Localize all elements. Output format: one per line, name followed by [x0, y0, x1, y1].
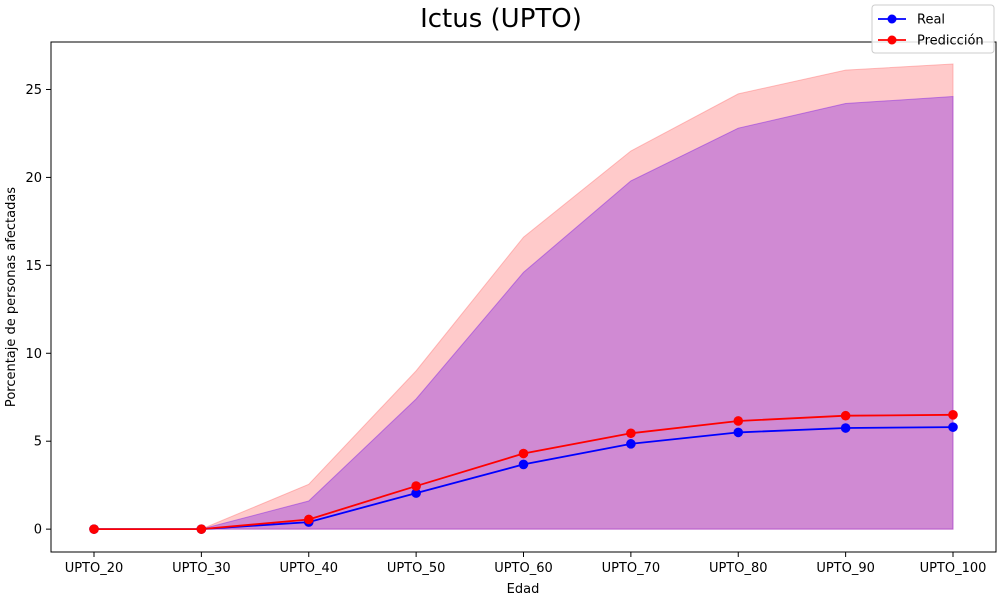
- point-prediccion-9: [948, 410, 958, 420]
- x-tick-label-8: UPTO_90: [816, 561, 875, 576]
- point-prediccion-8: [840, 410, 851, 421]
- chart-title: Ictus (UPTO): [420, 4, 582, 34]
- legend-label-prediccion: Predicción: [917, 34, 984, 49]
- series-points: [89, 410, 958, 534]
- x-tick-label-4: UPTO_50: [387, 561, 446, 576]
- point-real-9: [948, 422, 958, 432]
- x-tick-label-2: UPTO_30: [172, 561, 231, 576]
- point-real-6: [626, 439, 636, 449]
- x-tick-label-7: UPTO_80: [709, 561, 768, 576]
- point-prediccion-5: [518, 448, 529, 459]
- legend-box: [871, 4, 995, 54]
- point-real-8: [840, 423, 851, 433]
- legend: Real Predicción: [871, 4, 995, 54]
- y-tick-label-15: 15: [25, 259, 42, 274]
- point-prediccion-6: [626, 428, 636, 439]
- y-tick-label-5: 5: [34, 435, 42, 450]
- legend-marker-prediccion: [887, 35, 897, 45]
- legend-label-real: Real: [917, 13, 945, 28]
- point-prediccion-7: [733, 416, 744, 426]
- y-axis: 0 5 10 15 20 25: [25, 83, 51, 538]
- point-prediccion-4: [411, 481, 421, 491]
- point-real-5: [518, 459, 529, 470]
- point-prediccion-2: [196, 524, 207, 534]
- confidence-bands: [94, 63, 954, 530]
- y-tick-label-25: 25: [25, 83, 42, 98]
- x-axis-label: Edad: [507, 582, 540, 597]
- x-tick-label-9: UPTO_100: [920, 561, 987, 576]
- legend-marker-real: [887, 14, 897, 24]
- y-tick-label-10: 10: [25, 347, 42, 362]
- x-tick-label-6: UPTO_70: [602, 561, 661, 576]
- y-tick-label-0: 0: [34, 523, 42, 538]
- point-prediccion-3: [303, 514, 314, 525]
- point-real-7: [733, 427, 744, 438]
- x-tick-label-1: UPTO_20: [65, 561, 124, 576]
- y-axis-label: Porcentaje de personas afectadas: [4, 187, 19, 407]
- point-prediccion-1: [89, 524, 99, 534]
- point-real-4: [411, 488, 421, 498]
- x-axis: UPTO_20 UPTO_30 UPTO_40 UPTO_50 UPTO_60 UPTO_…: [65, 552, 987, 576]
- y-tick-label-20: 20: [25, 171, 42, 186]
- x-tick-label-5: UPTO_60: [494, 561, 553, 576]
- x-tick-label-3: UPTO_40: [279, 561, 338, 576]
